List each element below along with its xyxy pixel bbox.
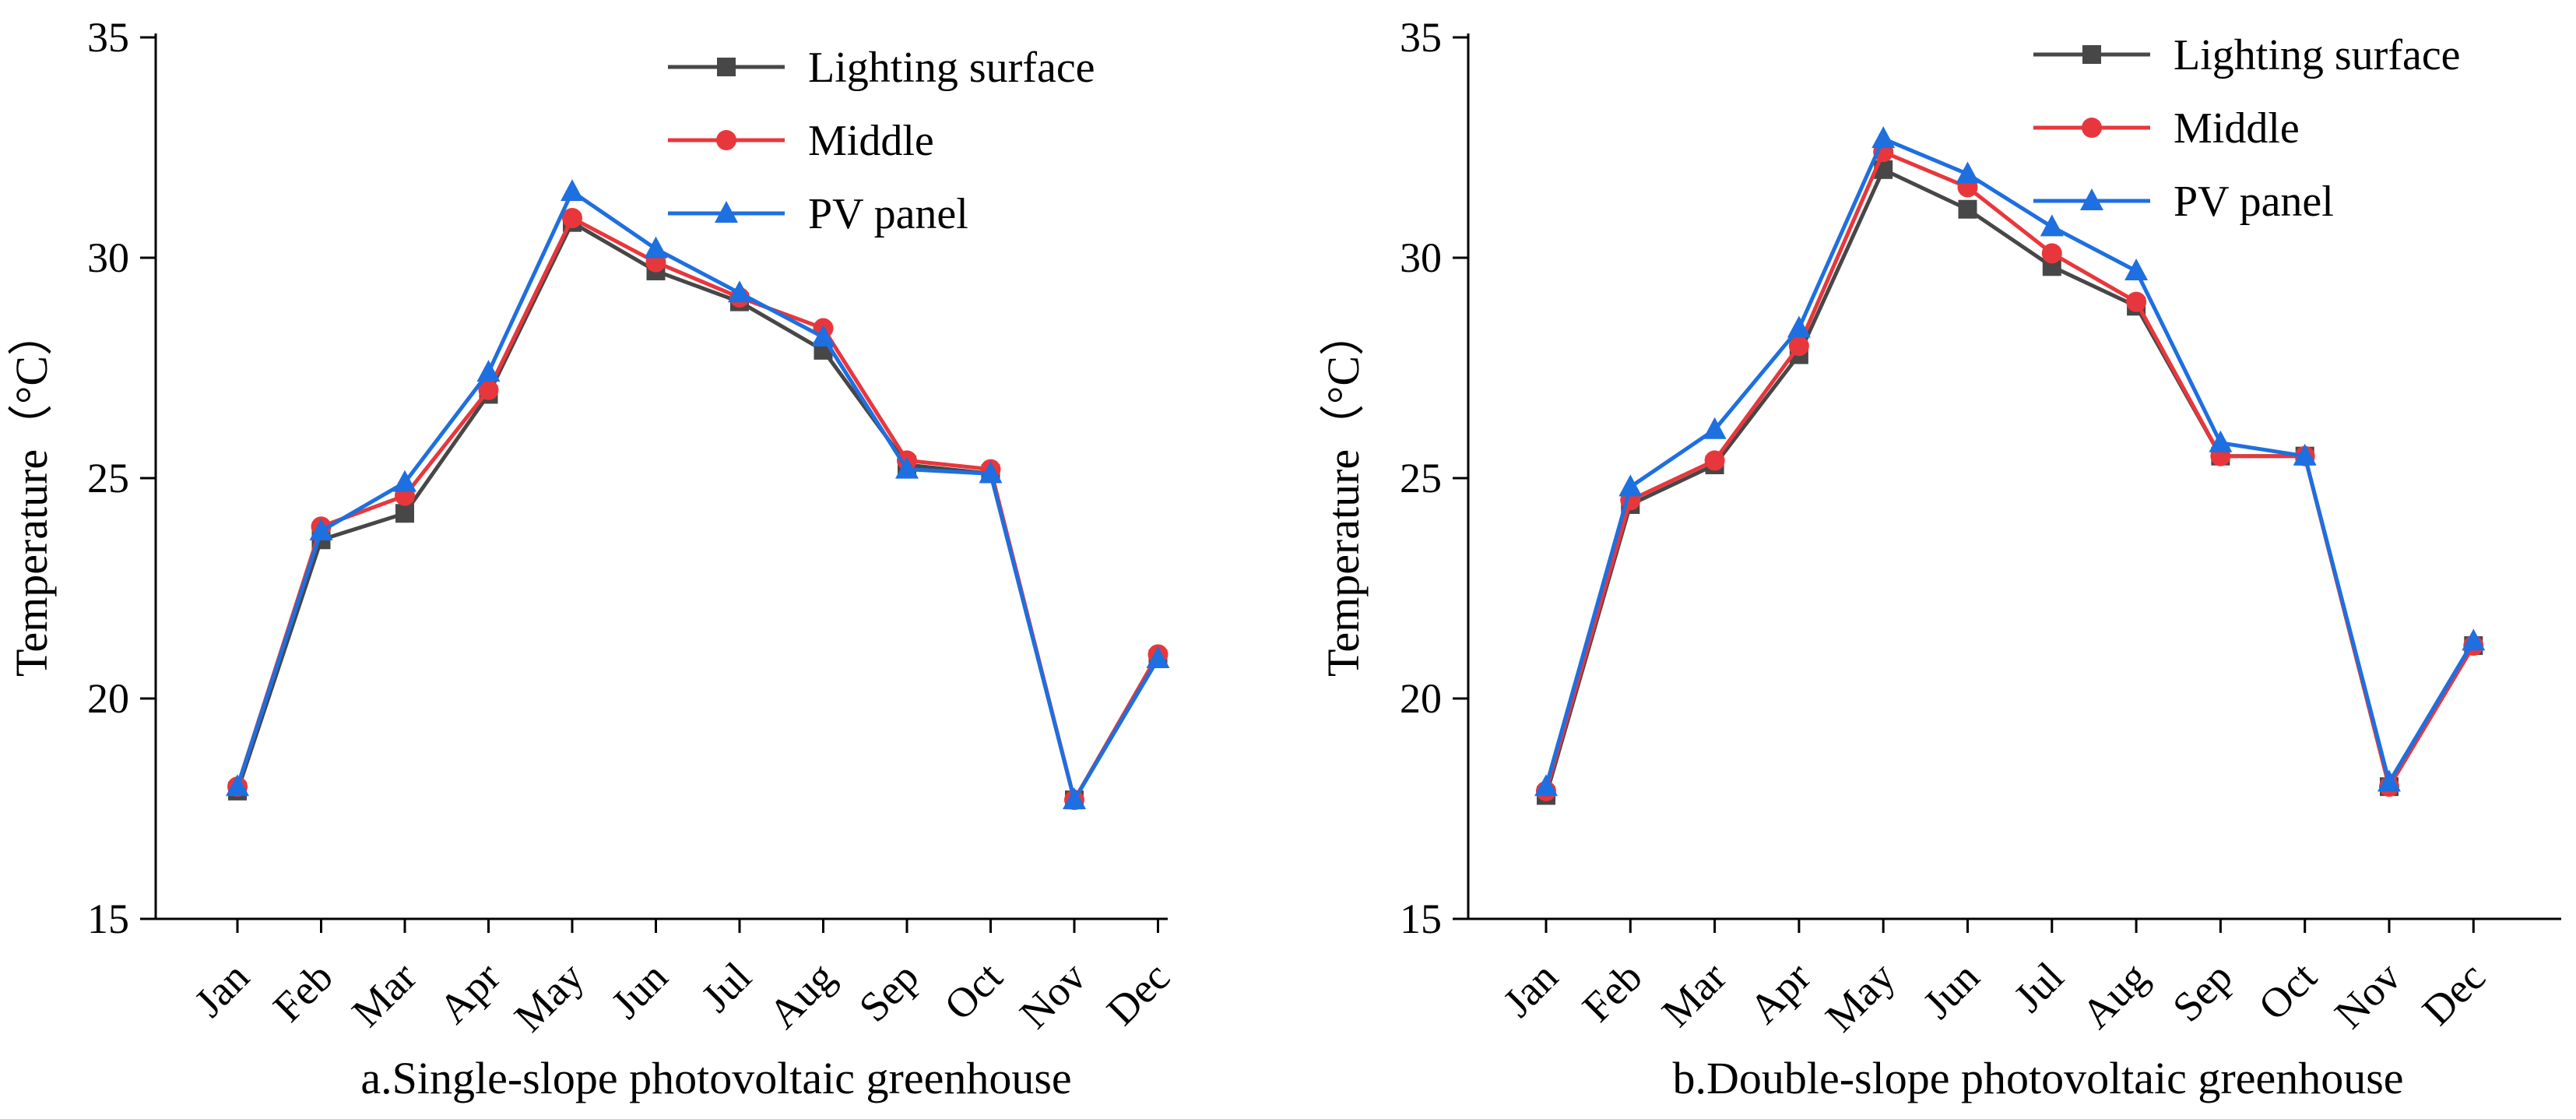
data-point-lighting-surface-jun	[1958, 199, 1977, 219]
x-tick-label-oct: Oct	[2250, 953, 2326, 1029]
legend-marker-pv-panel	[715, 201, 738, 223]
x-tick-label-aug: Aug	[760, 953, 844, 1037]
x-tick-label-jan: Jan	[185, 953, 258, 1026]
x-tick-label-feb: Feb	[264, 953, 342, 1031]
x-tick-label-jun: Jun	[1914, 953, 1988, 1027]
x-tick-label-aug: Aug	[2072, 953, 2156, 1037]
y-tick-label: 15	[1400, 896, 1442, 942]
data-point-pv-panel-jun	[644, 236, 668, 259]
legend: Lighting surface Middle PV panel	[668, 44, 1095, 238]
data-point-pv-panel-oct	[2293, 443, 2317, 466]
x-tick-label-sep: Sep	[2163, 953, 2241, 1031]
data-point-middle-jul	[2041, 243, 2062, 264]
series-line-lighting-surface	[1544, 167, 2476, 797]
legend-label-pv-panel: PV panel	[808, 190, 968, 238]
legend-label-lighting-surface: Lighting surface	[2174, 31, 2461, 79]
data-point-pv-panel-dec	[2462, 628, 2486, 651]
y-tick-label: 35	[87, 14, 129, 61]
y-tick-label: 15	[87, 896, 129, 942]
data-point-lighting-surface-mar	[395, 504, 414, 523]
series-line-middle	[1544, 150, 2476, 792]
legend-marker-middle	[2082, 118, 2102, 138]
series-lighting-surface	[1537, 160, 2483, 805]
data-point-pv-panel-feb	[1618, 474, 1643, 497]
data-point-pv-panel-may	[1871, 126, 1896, 149]
series-pv-panel	[226, 179, 1170, 810]
y-tick-label: 25	[1400, 455, 1442, 501]
data-point-pv-panel-aug	[811, 324, 835, 347]
data-point-pv-panel-jan	[226, 774, 249, 797]
data-point-pv-panel-nov	[1063, 787, 1086, 810]
data-point-pv-panel-apr	[1787, 315, 1811, 338]
y-tick-label: 30	[1400, 234, 1442, 281]
data-point-pv-panel-apr	[476, 360, 501, 382]
data-point-middle-aug	[2126, 291, 2147, 312]
legend-label-lighting-surface: Lighting surface	[808, 44, 1095, 92]
data-point-pv-panel-jul	[2040, 214, 2064, 237]
x-tick-label-jul: Jul	[2005, 953, 2072, 1021]
x-tick-label-dec: Dec	[2413, 953, 2494, 1034]
legend-label-middle: Middle	[808, 117, 934, 165]
x-tick-label-may: May	[1816, 953, 1903, 1040]
x-tick-label-mar: Mar	[343, 953, 425, 1036]
x-tick-label-jan: Jan	[1494, 953, 1566, 1026]
data-point-pv-panel-sep	[895, 456, 919, 479]
data-point-middle-apr	[478, 379, 499, 400]
series-middle	[1536, 142, 2484, 801]
data-point-middle-mar	[1704, 450, 1725, 471]
y-tick-label: 20	[87, 675, 129, 722]
x-tick-label-mar: Mar	[1653, 953, 1735, 1036]
x-tick-label-apr: Apr	[430, 953, 509, 1033]
legend: Lighting surface Middle PV panel	[2033, 31, 2461, 226]
x-tick-label-feb: Feb	[1573, 953, 1651, 1031]
x-tick-label-may: May	[505, 953, 592, 1040]
y-tick-label: 30	[87, 234, 129, 281]
x-tick-label-nov: Nov	[2325, 953, 2409, 1037]
series-line-lighting-surface	[235, 220, 1160, 802]
legend-label-middle: Middle	[2174, 104, 2300, 153]
x-tick-label-oct: Oct	[935, 953, 1011, 1029]
x-tick-label-nov: Nov	[1010, 953, 1095, 1037]
data-point-pv-panel-dec	[1146, 646, 1170, 669]
series-line-pv-panel	[235, 189, 1160, 802]
data-point-middle-apr	[1788, 336, 1809, 357]
y-tick-label: 20	[1400, 675, 1442, 722]
series-pv-panel	[1534, 126, 2486, 797]
chart-caption: a.Single-slope photovoltaic greenhouse	[360, 1053, 1071, 1103]
series-line-middle	[235, 216, 1160, 802]
y-tick-label: 35	[1400, 14, 1442, 61]
legend-label-pv-panel: PV panel	[2174, 178, 2334, 226]
data-point-pv-panel-jun	[1956, 161, 1980, 184]
legend-marker-middle	[716, 130, 736, 150]
data-point-pv-panel-jul	[728, 280, 751, 303]
y-axis-title: Temperature（°C）	[6, 311, 57, 677]
legend-marker-lighting-surface	[717, 58, 736, 76]
x-tick-label-dec: Dec	[1098, 953, 1179, 1034]
data-point-pv-panel-nov	[2377, 769, 2401, 792]
x-tick-label-jul: Jul	[692, 953, 760, 1021]
x-tick-label-apr: Apr	[1741, 953, 1820, 1033]
chart-caption: b.Double-slope photovoltaic greenhouse	[1672, 1053, 2403, 1103]
legend-marker-pv-panel	[2080, 188, 2103, 210]
y-tick-label: 25	[87, 455, 129, 501]
data-point-pv-panel-oct	[979, 461, 1003, 484]
legend-marker-lighting-surface	[2082, 45, 2101, 64]
data-point-pv-panel-may	[561, 179, 584, 202]
series-line-pv-panel	[1544, 136, 2476, 787]
series-middle	[227, 208, 1169, 811]
data-point-pv-panel-mar	[1703, 417, 1727, 439]
x-tick-label-sep: Sep	[850, 953, 928, 1031]
data-point-pv-panel-jan	[1534, 774, 1558, 797]
data-point-pv-panel-sep	[2209, 430, 2233, 452]
y-axis-title: Temperature（°C）	[1318, 311, 1369, 677]
data-point-pv-panel-aug	[2124, 258, 2149, 280]
data-point-pv-panel-feb	[309, 518, 333, 540]
x-tick-label-jun: Jun	[603, 953, 677, 1027]
data-point-pv-panel-mar	[393, 470, 416, 492]
series-lighting-surface	[228, 213, 1168, 810]
data-point-middle-may	[562, 208, 582, 229]
